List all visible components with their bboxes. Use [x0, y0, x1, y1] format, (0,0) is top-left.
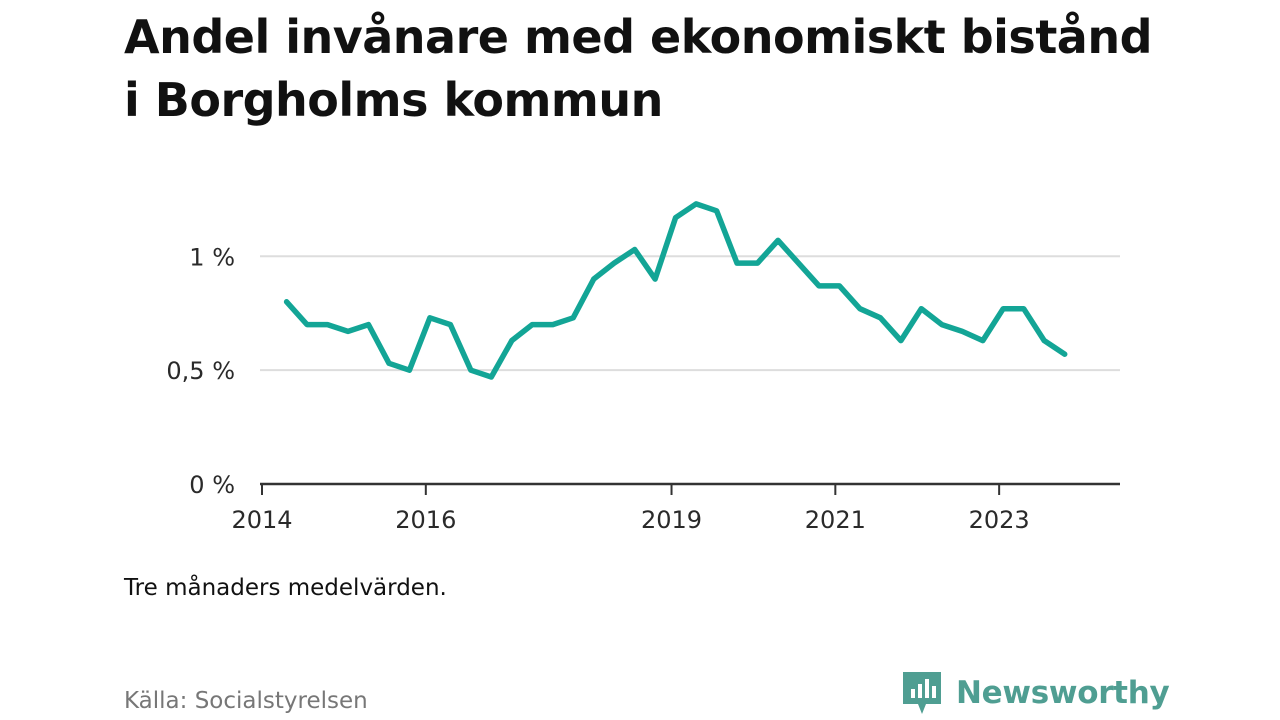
newsworthy-bar-chart-icon	[903, 672, 941, 714]
x-tick-label: 2023	[969, 506, 1030, 534]
series-line	[283, 201, 1068, 380]
x-tick-label: 2014	[231, 506, 292, 534]
gridlines	[260, 255, 1120, 372]
x-tick-label: 2016	[395, 506, 456, 534]
x-tick-label: 2021	[805, 506, 866, 534]
x-tick-label: 2019	[641, 506, 702, 534]
brand-name: Newsworthy	[956, 675, 1170, 711]
chart-title: Andel invånare med ekonomiskt bistånd i …	[124, 10, 1153, 127]
y-tick-label: 1 %	[189, 243, 235, 271]
y-tick-labels: 0 % 0,5 % 1 %	[166, 243, 235, 499]
x-axis	[260, 482, 1120, 495]
newsworthy-logo: Newsworthy	[900, 670, 1170, 716]
source-text: Källa: Socialstyrelsen	[124, 688, 368, 714]
x-tick-labels: 2014 2016 2019 2021 2023	[231, 506, 1029, 534]
y-tick-label: 0,5 %	[166, 357, 235, 385]
series-layer	[283, 201, 1068, 380]
y-tick-label: 0 %	[189, 471, 235, 499]
chart-note: Tre månaders medelvärden.	[124, 575, 447, 601]
